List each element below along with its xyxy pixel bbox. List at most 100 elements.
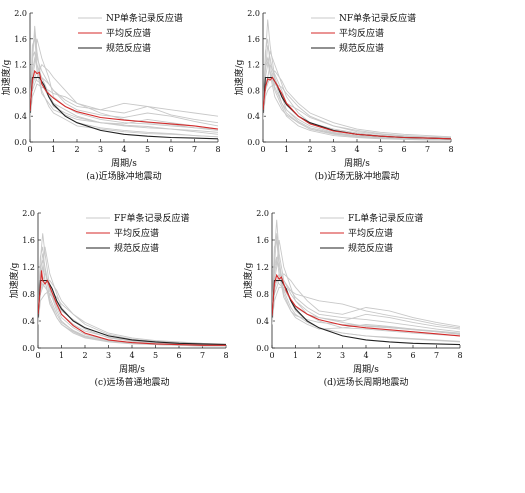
- x-tick-label: 1: [284, 145, 289, 154]
- x-tick-label: 2: [307, 145, 312, 154]
- record-spectrum-line: [38, 260, 226, 347]
- x-tick-label: 0: [260, 145, 265, 154]
- panel-caption: (b)近场无脉冲地震动: [315, 170, 400, 182]
- x-tick-label: 5: [387, 351, 392, 360]
- x-tick-label: 3: [331, 145, 336, 154]
- legend-label: 规范反应谱: [339, 42, 384, 54]
- x-tick-label: 2: [316, 351, 321, 360]
- x-tick-label: 0: [27, 145, 32, 154]
- record-spectrum-line: [272, 272, 460, 333]
- record-spectrum-line: [272, 239, 460, 335]
- y-tick-label: 0.8: [247, 86, 260, 95]
- x-tick-label: 4: [121, 145, 126, 154]
- x-tick-label: 8: [457, 351, 462, 360]
- y-axis-label: 加速度/g: [242, 262, 254, 298]
- x-axis-label: 周期/s: [119, 364, 145, 375]
- x-tick-label: 6: [176, 351, 181, 360]
- x-tick-label: 8: [223, 351, 228, 360]
- y-axis-label: 加速度/g: [233, 59, 245, 95]
- record-spectrum-line: [263, 56, 451, 141]
- record-spectrum-line: [30, 25, 218, 133]
- record-spectrum-line: [38, 290, 226, 345]
- mean-spectrum-line: [30, 69, 218, 130]
- legend-label: 规范反应谱: [348, 242, 393, 254]
- x-tick-label: 4: [129, 351, 134, 360]
- x-tick-label: 7: [434, 351, 439, 360]
- record-spectrum-line: [263, 63, 451, 140]
- y-tick-label: 0.4: [247, 112, 260, 121]
- y-tick-label: 1.6: [22, 236, 35, 245]
- y-tick-label: 0.8: [256, 290, 269, 299]
- x-tick-label: 7: [200, 351, 205, 360]
- panel-caption: (d)远场长周期地震动: [324, 376, 409, 388]
- record-spectrum-line: [263, 45, 451, 141]
- x-axis-label: 周期/s: [353, 364, 379, 375]
- x-tick-label: 1: [51, 145, 56, 154]
- mean-spectrum-line: [38, 270, 226, 346]
- x-tick-label: 8: [448, 145, 453, 154]
- legend-label: 平均反应谱: [348, 227, 393, 239]
- x-tick-label: 1: [293, 351, 298, 360]
- x-tick-label: 6: [168, 145, 173, 154]
- record-spectrum-line: [30, 51, 218, 130]
- record-spectrum-line: [263, 59, 451, 140]
- record-spectrum-line: [38, 266, 226, 347]
- record-spectrum-line: [272, 256, 460, 334]
- x-tick-label: 7: [425, 145, 430, 154]
- y-tick-label: 0.0: [14, 138, 27, 147]
- record-spectrum-line: [272, 233, 460, 342]
- chart-panel-4: 0.0 0.4 0.8 1.2 1.6 2.0 0 1 2 3 4 5 6 7 8 加速度/g 周期/s(d)远…: [242, 209, 463, 388]
- y-tick-label: 2.0: [14, 9, 27, 18]
- legend-label: 规范反应谱: [106, 42, 151, 54]
- x-tick-label: 2: [82, 351, 87, 360]
- x-tick-label: 5: [145, 145, 150, 154]
- record-spectrum-line: [30, 70, 218, 124]
- legend-label: 规范反应谱: [114, 242, 159, 254]
- x-tick-label: 3: [98, 145, 103, 154]
- chart-panel-3: 0.0 0.4 0.8 1.2 1.6 2.0 0 1 2 3 4 5 6 7 8 加速度/g 周期/s(c)远…: [8, 209, 229, 388]
- chart-panel-2: 0.0 0.4 0.8 1.2 1.6 2.0 0 1 2 3 4 5 6 7 8 加速度/g 周期/s(b)近…: [233, 9, 454, 182]
- record-spectrum-line: [272, 273, 460, 327]
- record-spectrum-line: [263, 70, 451, 138]
- legend-label: 平均反应谱: [114, 227, 159, 239]
- x-tick-label: 3: [106, 351, 111, 360]
- x-tick-label: 4: [363, 351, 368, 360]
- y-tick-label: 0.8: [14, 86, 27, 95]
- y-axis-label: 加速度/g: [8, 262, 20, 298]
- record-spectrum-line: [30, 38, 218, 138]
- x-tick-label: 5: [378, 145, 383, 154]
- code-spectrum-line: [272, 279, 460, 346]
- y-tick-label: 2.0: [22, 209, 35, 218]
- y-tick-label: 0.4: [256, 317, 269, 326]
- legend-label: FL单条记录反应谱: [348, 212, 423, 224]
- legend-label: FF单条记录反应谱: [114, 212, 190, 224]
- record-spectrum-line: [38, 272, 226, 346]
- y-tick-label: 1.6: [256, 236, 269, 245]
- legend-label: NP单条记录反应谱: [106, 12, 183, 24]
- x-axis-label: 周期/s: [111, 158, 137, 169]
- record-spectrum-line: [272, 219, 460, 330]
- x-tick-label: 6: [401, 145, 406, 154]
- record-spectrum-line: [30, 32, 218, 127]
- x-tick-label: 7: [192, 145, 197, 154]
- panel-caption: (c)远场普通地震动: [94, 376, 169, 388]
- record-spectrum-line: [38, 246, 226, 347]
- y-tick-label: 2.0: [247, 9, 260, 18]
- x-tick-label: 3: [340, 351, 345, 360]
- chart-panel-1: 0.0 0.4 0.8 1.2 1.6 2.0 0 1 2 3 4 5 6 7 8 加速度/g 周期/s(a)近…: [0, 9, 221, 182]
- record-spectrum-line: [38, 246, 226, 346]
- y-tick-label: 1.2: [14, 61, 27, 70]
- panel-caption: (a)近场脉冲地震动: [86, 170, 161, 182]
- y-tick-label: 0.8: [22, 290, 35, 299]
- mean-spectrum-line: [263, 76, 451, 140]
- legend-label: NF单条记录反应谱: [339, 12, 416, 24]
- record-spectrum-line: [38, 253, 226, 347]
- x-tick-label: 1: [59, 351, 64, 360]
- y-tick-label: 2.0: [256, 209, 269, 218]
- mean-spectrum-line: [272, 273, 460, 337]
- y-tick-label: 0.4: [22, 317, 35, 326]
- y-tick-label: 1.6: [247, 35, 260, 44]
- x-tick-label: 5: [153, 351, 158, 360]
- legend-label: 平均反应谱: [339, 27, 384, 39]
- y-axis-label: 加速度/g: [0, 59, 12, 95]
